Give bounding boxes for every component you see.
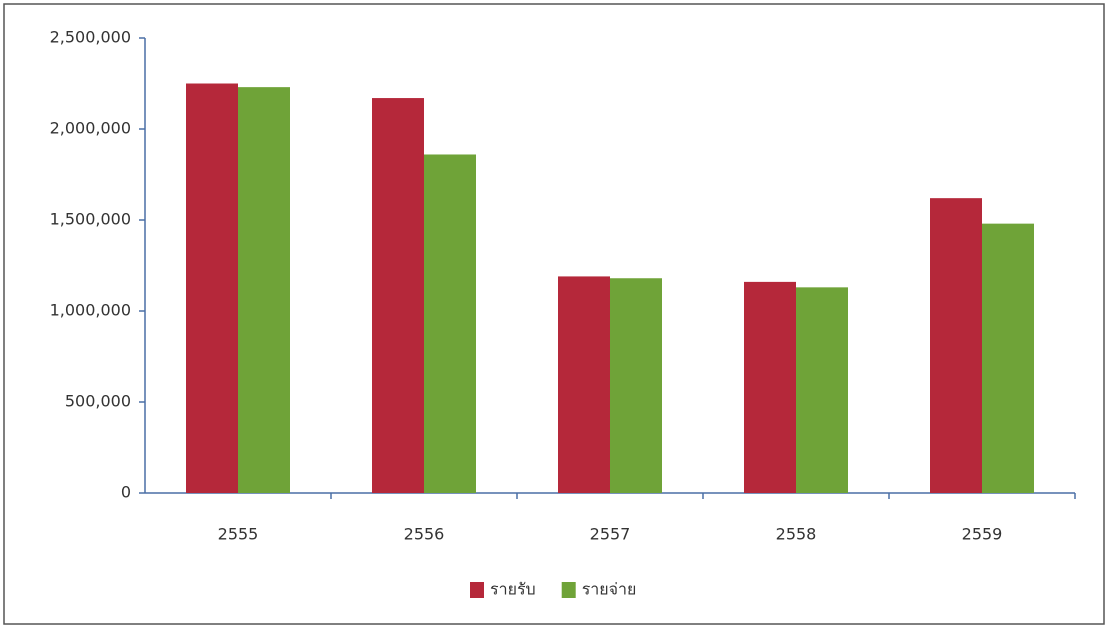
bar [372,98,424,493]
legend-label: รายรับ [490,580,536,599]
y-tick-label: 500,000 [65,392,131,411]
legend-swatch [561,582,576,598]
y-tick-label: 2,500,000 [50,28,131,47]
y-tick-label: 1,500,000 [50,210,131,229]
x-tick-label: 2558 [776,525,817,544]
bar [424,154,476,494]
bar [186,83,238,493]
bar [558,276,610,493]
y-tick-label: 1,000,000 [50,301,131,320]
legend-label: รายจ่าย [582,580,637,599]
bar [610,278,662,493]
x-tick-label: 2556 [404,525,445,544]
legend-swatch [470,582,484,598]
bar [930,198,982,493]
x-tick-label: 2559 [962,525,1003,544]
x-tick-label: 2557 [590,525,631,544]
bar [982,223,1034,493]
y-tick-label: 2,000,000 [50,119,131,138]
x-tick-label: 2555 [218,525,259,544]
y-tick-label: 0 [121,483,131,502]
bar [796,287,848,493]
bar [238,87,290,493]
bar [744,281,796,493]
